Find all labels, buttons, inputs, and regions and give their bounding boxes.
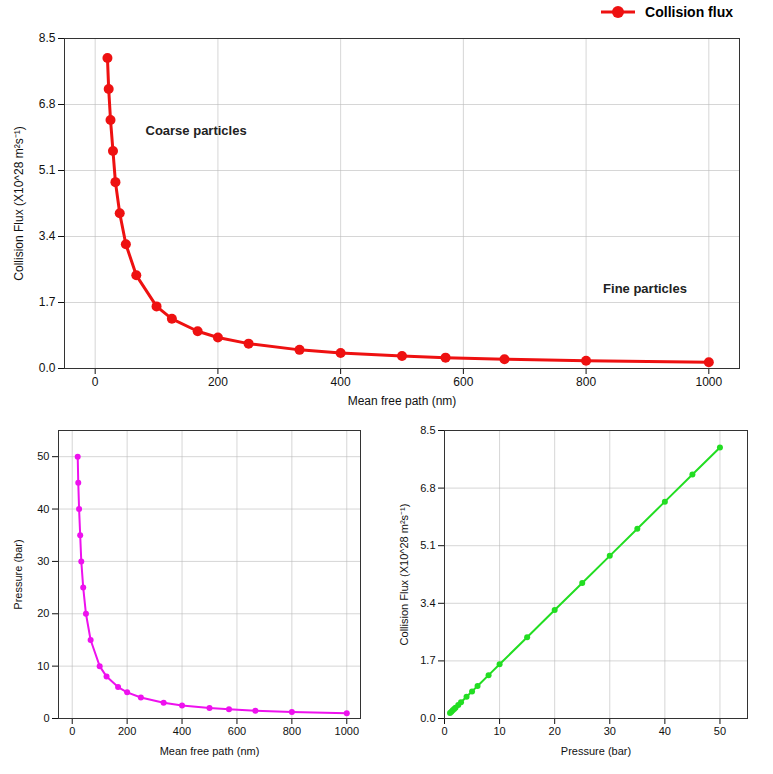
svg-text:30: 30 <box>604 725 616 737</box>
svg-text:Collision Flux (X10^28 m²s⁻¹): Collision Flux (X10^28 m²s⁻¹) <box>12 126 26 280</box>
svg-text:Coarse particles: Coarse particles <box>146 123 247 138</box>
svg-text:800: 800 <box>576 375 596 389</box>
svg-text:6.8: 6.8 <box>420 482 435 494</box>
svg-text:5.1: 5.1 <box>420 539 435 551</box>
svg-text:200: 200 <box>208 375 228 389</box>
svg-text:1.7: 1.7 <box>39 295 56 309</box>
svg-text:30: 30 <box>37 555 49 567</box>
svg-text:Collision Flux (X10^28 m²s⁻¹): Collision Flux (X10^28 m²s⁻¹) <box>398 504 410 646</box>
html-text:Collision flux: Collision flux <box>645 4 733 20</box>
svg-text:0: 0 <box>92 375 99 389</box>
svg-text:1000: 1000 <box>335 725 359 737</box>
svg-text:600: 600 <box>453 375 473 389</box>
svg-text:20: 20 <box>37 607 49 619</box>
svg-text:0: 0 <box>69 725 75 737</box>
svg-text:10: 10 <box>37 660 49 672</box>
svg-text:0.0: 0.0 <box>420 712 435 724</box>
svg-text:40: 40 <box>659 725 671 737</box>
svg-text:10: 10 <box>493 725 505 737</box>
svg-text:Mean free path (nm): Mean free path (nm) <box>348 394 457 408</box>
svg-text:1.7: 1.7 <box>420 654 435 666</box>
svg-text:6.8: 6.8 <box>39 97 56 111</box>
svg-text:8.5: 8.5 <box>39 31 56 45</box>
svg-text:3.4: 3.4 <box>39 229 56 243</box>
svg-text:0: 0 <box>43 712 49 724</box>
svg-text:50: 50 <box>37 450 49 462</box>
svg-text:5.1: 5.1 <box>39 163 56 177</box>
svg-text:200: 200 <box>118 725 136 737</box>
svg-text:400: 400 <box>331 375 351 389</box>
svg-text:20: 20 <box>549 725 561 737</box>
svg-text:1000: 1000 <box>695 375 722 389</box>
svg-text:0: 0 <box>441 725 447 737</box>
svg-text:8.5: 8.5 <box>420 424 435 436</box>
svg-text:800: 800 <box>283 725 301 737</box>
svg-text:Pressure (bar): Pressure (bar) <box>12 539 24 609</box>
svg-text:3.4: 3.4 <box>420 597 435 609</box>
svg-text:Pressure (bar): Pressure (bar) <box>561 745 631 757</box>
svg-text:600: 600 <box>228 725 246 737</box>
svg-text:40: 40 <box>37 503 49 515</box>
svg-text:50: 50 <box>714 725 726 737</box>
svg-text:0.0: 0.0 <box>39 361 56 375</box>
svg-text:Fine particles: Fine particles <box>603 281 687 296</box>
svg-text:400: 400 <box>173 725 191 737</box>
svg-text:Mean free path (nm): Mean free path (nm) <box>160 745 260 757</box>
